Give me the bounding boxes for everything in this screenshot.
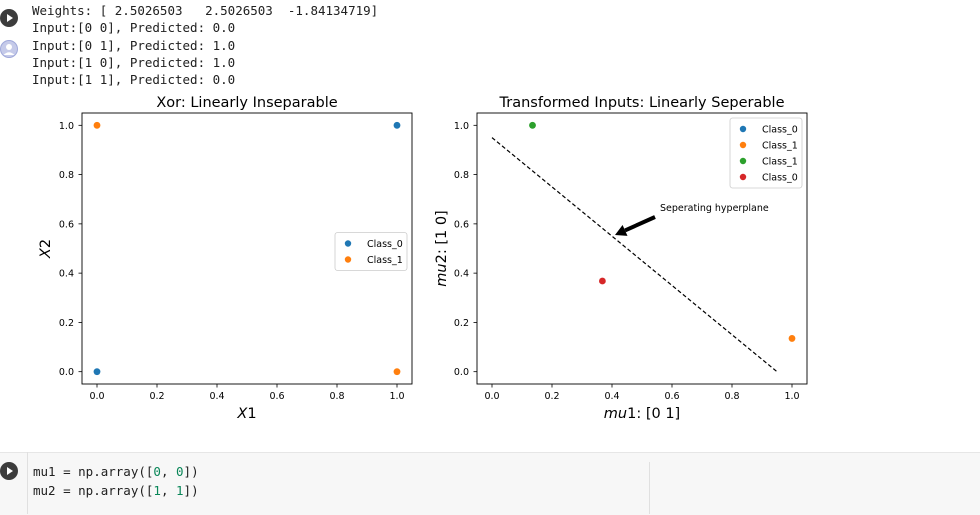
legend-box bbox=[334, 232, 408, 271]
legend-label: Class_0 bbox=[762, 125, 798, 136]
y-axis-label: mu2: [1 0] bbox=[434, 210, 450, 286]
data-point bbox=[393, 121, 401, 129]
legend-label: Class_0 bbox=[367, 239, 403, 250]
y-tick-label: 0.4 bbox=[454, 269, 469, 280]
axes-frame bbox=[81, 112, 413, 385]
chart-2: Transformed Inputs: Linearly Seperable 0.… bbox=[434, 95, 808, 422]
cell-column-divider bbox=[649, 462, 650, 514]
y-tick-label: 0.0 bbox=[454, 367, 469, 378]
code-line: mu2 = np.array([1, 1]) bbox=[33, 483, 199, 498]
output-line: Input:[1 1], Predicted: 0.0 bbox=[32, 72, 236, 88]
data-point bbox=[788, 335, 796, 342]
axes-frame bbox=[476, 112, 808, 385]
annotation-arrowhead bbox=[615, 224, 628, 236]
legend-label: Class_1 bbox=[762, 141, 798, 152]
output-line: Input:[0 1], Predicted: 1.0 bbox=[32, 37, 236, 53]
annotation-arrow bbox=[624, 215, 656, 233]
x-tick-label: 0.0 bbox=[484, 391, 499, 402]
x-tick-label: 0.0 bbox=[89, 391, 104, 402]
x-tick-label: 1.0 bbox=[389, 391, 404, 402]
data-point bbox=[93, 368, 101, 376]
legend: Class_0 Class_1 bbox=[334, 232, 408, 271]
x-tick-label: 0.2 bbox=[149, 391, 164, 402]
data-point bbox=[393, 368, 401, 376]
play-icon bbox=[7, 14, 13, 22]
y-tick-label: 0.2 bbox=[59, 318, 74, 329]
x-tick-label: 0.6 bbox=[664, 391, 679, 402]
legend: Class_0 Class_1 Class_1 Class_0 bbox=[729, 117, 803, 189]
legend-marker bbox=[344, 256, 352, 263]
output-line: Input:[1 0], Predicted: 1.0 bbox=[32, 54, 236, 70]
x-tick-label: 0.2 bbox=[544, 391, 559, 402]
y-axis-label: X2 bbox=[38, 239, 54, 259]
x-tick-label: 0.4 bbox=[209, 391, 224, 402]
x-tick-label: 0.4 bbox=[604, 391, 619, 402]
x-axis-label: mu1: [0 1] bbox=[604, 406, 680, 422]
data-point bbox=[529, 121, 536, 129]
run-cell-button[interactable] bbox=[0, 462, 18, 480]
y-tick-label: 0.0 bbox=[59, 367, 74, 378]
legend-box bbox=[729, 117, 803, 189]
x-tick-label: 1.0 bbox=[784, 391, 799, 402]
y-tick-label: 1.0 bbox=[59, 121, 74, 132]
legend-label: Class_0 bbox=[762, 173, 798, 184]
x-axis-label: X1 bbox=[236, 406, 256, 422]
chart-title: Transformed Inputs: Linearly Seperable bbox=[499, 95, 785, 111]
y-tick-label: 0.6 bbox=[59, 219, 74, 230]
code-line: mu1 = np.array([0, 0]) bbox=[33, 464, 199, 479]
separating-line bbox=[491, 137, 778, 373]
output-line: Weights: [ 2.5026503 2.5026503 -1.841347… bbox=[32, 3, 379, 18]
data-point bbox=[93, 121, 101, 129]
y-tick-label: 0.8 bbox=[59, 170, 74, 181]
annotation-text: Seperating hyperplane bbox=[660, 203, 769, 214]
code-cell[interactable] bbox=[0, 452, 980, 515]
output-line: Input:[0 0], Predicted: 0.0 bbox=[32, 20, 236, 36]
y-tick-label: 0.4 bbox=[59, 269, 74, 280]
cell-gutter-divider bbox=[27, 452, 28, 514]
legend-marker bbox=[739, 125, 747, 133]
code-editor[interactable]: mu1 = np.array([0, 0]) mu2 = np.array([1… bbox=[33, 462, 199, 500]
x-tick-label: 0.8 bbox=[724, 391, 739, 402]
matplotlib-figure: Xor: Linearly Inseparable 0.0 0.2 0.4 0.6 0.8… bbox=[38, 95, 808, 422]
cell-output-text: Weights: [ 2.5026503 2.5026503 -1.841347… bbox=[32, 2, 378, 88]
x-tick-label: 0.8 bbox=[329, 391, 344, 402]
legend-label: Class_1 bbox=[367, 255, 403, 266]
legend-marker bbox=[344, 240, 352, 247]
chart-title: Xor: Linearly Inseparable bbox=[156, 95, 337, 111]
run-cell-button[interactable] bbox=[0, 9, 18, 27]
y-tick-label: 0.6 bbox=[454, 219, 469, 230]
legend-marker bbox=[739, 173, 747, 181]
y-tick-label: 1.0 bbox=[454, 121, 469, 132]
output-avatar-icon[interactable] bbox=[0, 40, 18, 60]
legend-label: Class_1 bbox=[762, 157, 798, 168]
y-tick-label: 0.8 bbox=[454, 170, 469, 181]
x-tick-label: 0.6 bbox=[269, 391, 284, 402]
play-icon bbox=[7, 467, 13, 475]
chart-1: Xor: Linearly Inseparable 0.0 0.2 0.4 0.6 0.8… bbox=[38, 95, 413, 422]
y-tick-label: 0.2 bbox=[454, 318, 469, 329]
legend-marker bbox=[739, 157, 747, 165]
legend-marker bbox=[739, 141, 747, 149]
data-point bbox=[599, 277, 606, 285]
